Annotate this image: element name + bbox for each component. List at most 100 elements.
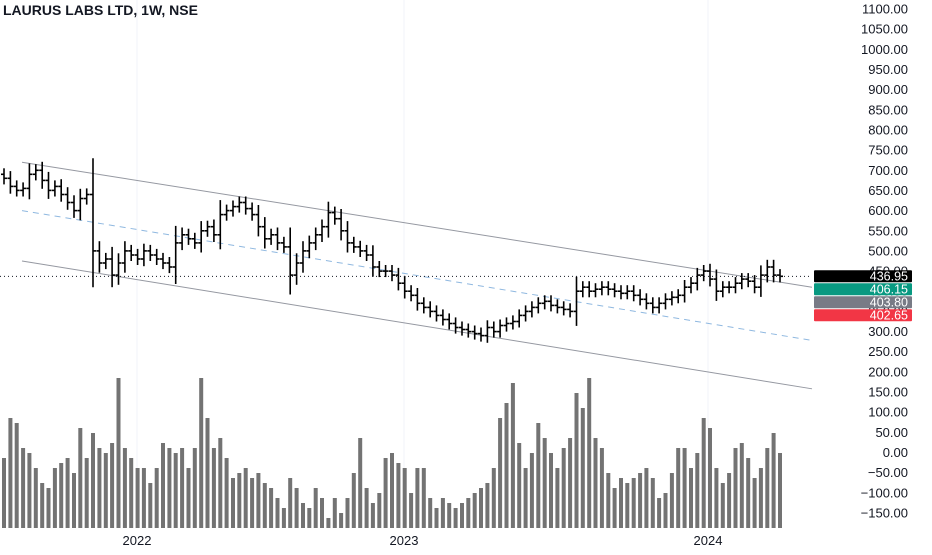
ohlc-bar (71, 195, 77, 218)
price-tick-label: 500.00 (868, 243, 908, 258)
ohlc-bar (344, 221, 351, 253)
channel-mid-line[interactable] (21, 210, 813, 341)
ohlc-bar (300, 241, 306, 273)
volume-bar (2, 458, 6, 528)
ohlc-bar (20, 182, 27, 197)
volume-bar (517, 443, 522, 528)
ohlc-bar (414, 288, 421, 311)
volume-bar (167, 448, 172, 528)
volume-bar (122, 448, 127, 528)
volume-bar (72, 473, 76, 528)
volume-bar (587, 378, 592, 528)
ohlc-bar (433, 305, 440, 322)
volume-bar (466, 498, 471, 528)
volume-bar (460, 503, 464, 528)
volume-bar (186, 468, 191, 528)
ohlc-bar (694, 267, 701, 291)
channel-upper-line[interactable] (21, 161, 813, 288)
ohlc-bar (560, 301, 567, 316)
volume-bar (421, 468, 426, 528)
volume-bar (415, 468, 420, 528)
volume-bar (65, 458, 70, 528)
ohlc-bar (1, 168, 7, 185)
volume-bar (141, 468, 146, 528)
volume-bar (243, 468, 248, 528)
ohlc-bar (357, 240, 364, 257)
volume-bar (504, 403, 509, 528)
ohlc-bar (497, 319, 504, 338)
ohlc-bar (58, 179, 65, 202)
ohlc-bar (249, 202, 256, 221)
ohlc-bar (509, 315, 516, 330)
volume-bar (224, 458, 229, 528)
volume-bar (370, 503, 375, 528)
ohlc-bar (528, 301, 535, 318)
volume-bar (491, 468, 496, 528)
price-label-text: 436.95 (870, 269, 908, 283)
volume-bar (701, 418, 706, 528)
ohlc-bar (172, 225, 179, 284)
volume-bar (231, 478, 235, 528)
volume-bar (746, 458, 751, 528)
volume-bar (307, 508, 312, 528)
volume-bar (669, 473, 674, 528)
volume-bar (154, 468, 159, 528)
ohlc-bar (618, 285, 624, 300)
ohlc-bar (490, 321, 497, 338)
ohlc-bar (140, 243, 147, 267)
ohlc-bar (7, 171, 14, 194)
volume-bar (78, 428, 83, 528)
ohlc-bar (338, 209, 345, 241)
volume-bar (110, 443, 115, 528)
ohlc-bar (738, 273, 745, 290)
time-axis[interactable]: 2022 2023 2024 (123, 533, 723, 548)
ohlc-bar (389, 265, 395, 282)
ohlc-bar (83, 188, 90, 205)
volume-bar (211, 448, 216, 528)
volume-bar (612, 488, 617, 528)
ohlc-bar (331, 206, 338, 225)
channel-lower-line[interactable] (21, 260, 813, 390)
volume-bar (250, 478, 255, 528)
ohlc-bar (605, 281, 612, 296)
price-tick-label: 1050.00 (861, 22, 908, 37)
volume-bar (650, 478, 655, 528)
ohlc-bar (128, 244, 135, 261)
volume-bar (440, 498, 445, 528)
ohlc-bar (573, 276, 580, 326)
volume-bar (778, 453, 782, 528)
volume-bar (173, 453, 178, 528)
time-tick-label: 2022 (123, 533, 152, 548)
ohlc-bar (166, 257, 173, 274)
volume-bar (332, 498, 337, 528)
price-axis[interactable]: 1100.00 1050.00 1000.00 950.00 900.00 850.00 8… (861, 2, 908, 521)
volume-bar (485, 483, 490, 528)
ohlc-bar (408, 285, 415, 302)
volume-bar (262, 483, 267, 528)
volume-bar (555, 468, 560, 528)
volume-bar (383, 458, 388, 528)
ohlc-bar (185, 228, 192, 245)
ohlc-bar (191, 232, 198, 249)
ohlc-bar (439, 309, 446, 326)
volume-bar (510, 383, 515, 528)
ohlc-bar (242, 196, 249, 215)
ohlc-bar (637, 289, 644, 306)
volume-bar (453, 508, 458, 528)
volume-bars (2, 378, 782, 528)
ohlc-bar (210, 219, 217, 242)
volume-bar (27, 453, 32, 528)
ohlc-bar (656, 297, 663, 314)
ohlc-bar (382, 265, 389, 278)
volume-bar (59, 463, 64, 528)
ohlc-bar (764, 259, 771, 283)
price-label-tag: 403.80 (814, 295, 912, 309)
ohlc-bar (280, 236, 287, 253)
price-tick-label: 750.00 (868, 143, 908, 158)
ohlc-bar (109, 246, 116, 288)
volume-bar (339, 513, 344, 528)
ohlc-bar (452, 317, 459, 334)
ohlc-bar (274, 227, 281, 251)
